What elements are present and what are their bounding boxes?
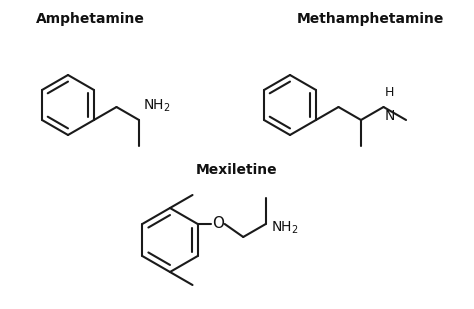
- Text: Mexiletine: Mexiletine: [196, 163, 278, 177]
- Text: O: O: [212, 217, 224, 231]
- Text: NH$_2$: NH$_2$: [271, 220, 299, 236]
- Text: H: H: [384, 86, 394, 99]
- Text: Amphetamine: Amphetamine: [36, 12, 145, 26]
- Text: NH$_2$: NH$_2$: [143, 98, 171, 114]
- Text: N: N: [384, 109, 395, 123]
- Text: Methamphetamine: Methamphetamine: [296, 12, 444, 26]
